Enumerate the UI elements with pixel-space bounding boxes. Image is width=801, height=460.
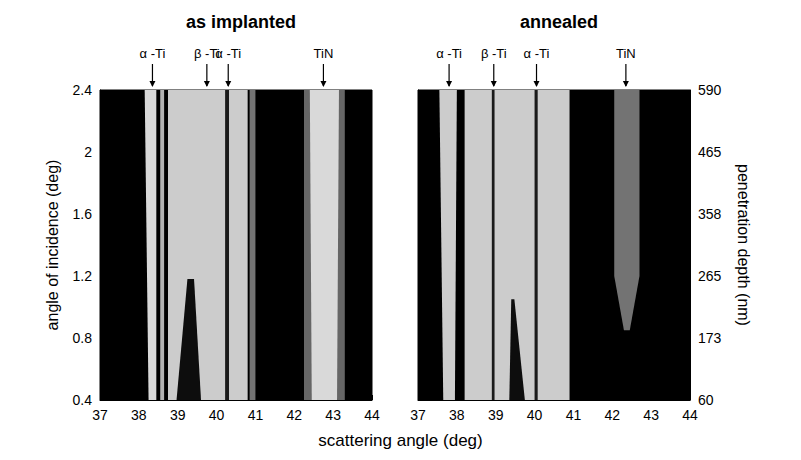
svg-text:α -Ti: α -Ti xyxy=(524,46,550,61)
svg-text:scattering angle (deg): scattering angle (deg) xyxy=(318,431,482,450)
svg-text:42: 42 xyxy=(604,407,620,423)
svg-text:40: 40 xyxy=(527,407,543,423)
svg-text:590: 590 xyxy=(698,82,722,98)
svg-text:penetration depth (nm): penetration depth (nm) xyxy=(735,164,752,326)
svg-text:60: 60 xyxy=(698,392,714,408)
svg-text:43: 43 xyxy=(643,407,659,423)
svg-text:265: 265 xyxy=(698,268,722,284)
svg-text:as implanted: as implanted xyxy=(186,12,296,32)
svg-text:43: 43 xyxy=(325,407,341,423)
svg-text:39: 39 xyxy=(170,407,186,423)
svg-text:38: 38 xyxy=(449,407,465,423)
svg-text:38: 38 xyxy=(131,407,147,423)
svg-text:41: 41 xyxy=(566,407,582,423)
svg-text:2.4: 2.4 xyxy=(73,82,93,98)
svg-text:44: 44 xyxy=(364,407,380,423)
svg-text:42: 42 xyxy=(286,407,302,423)
svg-text:37: 37 xyxy=(410,407,426,423)
svg-text:1.6: 1.6 xyxy=(73,206,93,222)
svg-text:α -Ti: α -Ti xyxy=(140,46,166,61)
svg-text:0.4: 0.4 xyxy=(73,392,93,408)
svg-text:TiN: TiN xyxy=(616,46,636,61)
svg-text:39: 39 xyxy=(488,407,504,423)
svg-text:0.8: 0.8 xyxy=(73,330,93,346)
svg-text:α -Ti: α -Ti xyxy=(215,46,241,61)
svg-text:40: 40 xyxy=(209,407,225,423)
svg-text:44: 44 xyxy=(682,407,698,423)
svg-text:1.2: 1.2 xyxy=(73,268,93,284)
svg-text:2: 2 xyxy=(84,144,92,160)
svg-text:β -Ti: β -Ti xyxy=(481,46,507,61)
svg-text:37: 37 xyxy=(92,407,108,423)
svg-text:angle of incidence (deg): angle of incidence (deg) xyxy=(44,160,61,331)
svg-text:173: 173 xyxy=(698,330,722,346)
svg-text:358: 358 xyxy=(698,206,722,222)
svg-text:TiN: TiN xyxy=(314,46,334,61)
svg-text:β -Ti: β -Ti xyxy=(194,46,220,61)
svg-text:α -Ti: α -Ti xyxy=(436,46,462,61)
svg-text:465: 465 xyxy=(698,144,722,160)
svg-text:annealed: annealed xyxy=(520,12,598,32)
svg-text:41: 41 xyxy=(248,407,264,423)
